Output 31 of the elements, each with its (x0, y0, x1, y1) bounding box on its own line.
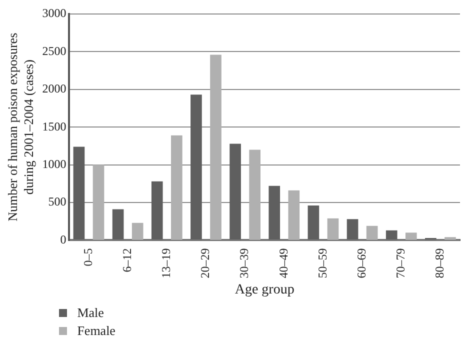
y-tick-label: 1000 (42, 156, 66, 171)
x-tick-label: 80–89 (432, 248, 447, 278)
bar (405, 232, 417, 240)
bar (366, 226, 378, 240)
x-tick-label: 0–5 (80, 248, 95, 266)
bar (249, 150, 260, 240)
bar (288, 190, 300, 240)
y-tick-label: 2500 (42, 44, 66, 58)
x-tick-label: 20–29 (198, 248, 212, 278)
x-tick-label: 13–19 (159, 248, 174, 278)
y-tick-label: 3000 (42, 6, 66, 20)
x-tick-label: 6–12 (120, 248, 134, 272)
bar (444, 237, 456, 240)
x-tick-label: 40–49 (276, 248, 290, 278)
x-tick-label: 60–69 (354, 248, 368, 278)
x-tick-label: 50–59 (315, 248, 330, 278)
x-tick-label: 70–79 (394, 248, 408, 278)
bar (327, 218, 339, 240)
bar (132, 222, 144, 240)
bar (210, 54, 222, 240)
y-tick-label: 2000 (42, 82, 66, 96)
y-tick-label: 0 (60, 232, 66, 246)
legend-label: Female (77, 323, 116, 339)
x-axis-title: Age group (234, 282, 294, 298)
y-tick-label: 500 (48, 194, 66, 209)
x-tick-label: 30–39 (237, 248, 252, 278)
bar (92, 164, 104, 240)
y-axis-title: Number of human poison exposures during 2001–2004 (cases) (5, 32, 36, 222)
y-tick-label: 1500 (42, 119, 66, 134)
legend-label: Male (77, 305, 104, 321)
bar (171, 135, 182, 240)
